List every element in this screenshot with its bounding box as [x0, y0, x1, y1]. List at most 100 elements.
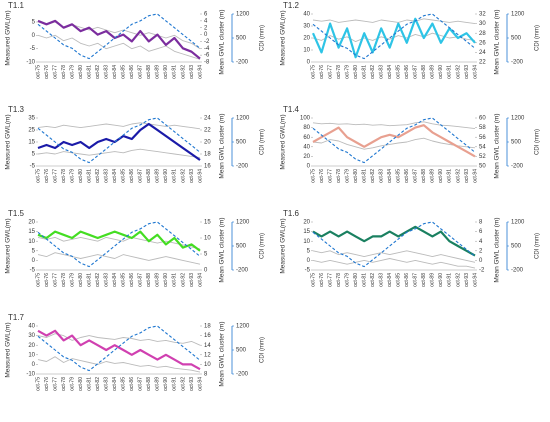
- x-tick-label: oct-92: [455, 65, 461, 79]
- y-tick-label: -5: [305, 268, 311, 274]
- x-tick-label: oct-75: [310, 65, 316, 79]
- y2-axis-label: Mean GWL cluster (m): [494, 9, 501, 74]
- measured-line: [312, 18, 476, 25]
- y-tick-label: 100: [300, 116, 311, 122]
- x-tick-label: oct-79: [344, 65, 350, 79]
- y2-tick-label: 14: [204, 343, 211, 349]
- x-tick-label: oct-89: [430, 273, 436, 287]
- y2-tick-label: -2: [204, 39, 210, 45]
- x-tick-label: oct-94: [197, 169, 203, 183]
- y-tick-label: 15: [303, 229, 310, 235]
- x-tick-label: oct-83: [379, 169, 385, 183]
- x-tick-label: oct-83: [379, 65, 385, 79]
- x-tick-label: oct-89: [430, 169, 436, 183]
- x-tick-label: oct-88: [146, 65, 152, 79]
- x-tick-label: oct-84: [112, 169, 118, 183]
- y-tick-label: 5: [32, 152, 36, 158]
- x-tick-label: oct-89: [155, 65, 161, 79]
- cdi-line: [37, 221, 201, 268]
- y-tick-label: 35: [28, 116, 35, 122]
- x-tick-label: oct-79: [69, 65, 75, 79]
- y-tick-label: 15: [28, 140, 35, 146]
- x-tick-label: oct-92: [455, 273, 461, 287]
- y2-tick-label: 60: [479, 116, 486, 122]
- measured-line: [37, 148, 201, 159]
- y-tick-label: 40: [303, 12, 310, 18]
- x-tick-label: oct-81: [361, 169, 367, 183]
- x-tick-label: oct-94: [197, 377, 203, 391]
- y-tick-label: 5: [307, 248, 311, 254]
- x-tick-label: oct-83: [104, 169, 110, 183]
- y3-tick-label: -200: [236, 164, 249, 170]
- y2-tick-label: -2: [479, 268, 485, 274]
- y-axis-label: Measured GWL(m): [280, 218, 287, 273]
- y-tick-label: 5: [32, 20, 36, 26]
- x-tick-label: oct-84: [112, 273, 118, 287]
- y-tick-label: 20: [303, 220, 310, 226]
- y2-tick-label: 58: [479, 125, 486, 131]
- x-tick-label: oct-88: [421, 65, 427, 79]
- x-tick-label: oct-80: [353, 273, 359, 287]
- y2-tick-label: 10: [204, 236, 211, 242]
- x-tick-label: oct-90: [163, 65, 169, 79]
- x-tick-label: oct-86: [129, 169, 135, 183]
- measured-line: [312, 258, 476, 269]
- x-tick-label: oct-85: [121, 65, 127, 79]
- y2-tick-label: 0: [204, 32, 208, 38]
- x-tick-label: oct-94: [472, 169, 478, 183]
- x-tick-label: oct-88: [421, 273, 427, 287]
- x-tick-label: oct-75: [35, 377, 41, 391]
- x-tick-label: oct-79: [69, 273, 75, 287]
- y3-tick-label: -200: [511, 60, 524, 66]
- y-tick-label: 20: [28, 343, 35, 349]
- y3-tick-label: 1200: [236, 324, 250, 330]
- y-axis-label: Measured GWL(m): [280, 10, 287, 65]
- y2-tick-label: 8: [479, 220, 483, 226]
- cluster-mean-line: [37, 19, 201, 60]
- x-tick-label: oct-84: [112, 65, 118, 79]
- y3-tick-label: 1200: [511, 12, 525, 18]
- x-tick-label: oct-82: [95, 377, 101, 391]
- x-tick-label: oct-77: [327, 65, 333, 79]
- x-tick-label: oct-80: [78, 377, 84, 391]
- y2-tick-label: 30: [479, 21, 486, 27]
- x-tick-label: oct-89: [430, 65, 436, 79]
- y2-tick-label: 24: [479, 50, 486, 56]
- x-tick-label: oct-82: [370, 65, 376, 79]
- x-tick-label: oct-81: [361, 65, 367, 79]
- x-tick-label: oct-88: [146, 377, 152, 391]
- y2-tick-label: 2: [204, 25, 208, 31]
- x-tick-label: oct-91: [172, 273, 178, 287]
- y-tick-label: -5: [30, 46, 36, 52]
- x-tick-label: oct-78: [61, 65, 67, 79]
- measured-line: [312, 250, 476, 263]
- x-tick-label: oct-79: [69, 377, 75, 391]
- panel-title: T1.4: [283, 105, 300, 114]
- y-tick-label: -10: [26, 372, 35, 378]
- y3-axis-label: CDI (mm): [260, 129, 266, 155]
- x-tick-label: oct-94: [197, 273, 203, 287]
- x-tick-label: oct-76: [319, 273, 325, 287]
- y2-axis-label: Mean GWL cluster (m): [219, 217, 226, 282]
- y3-tick-label: -200: [236, 60, 249, 66]
- cdi-line: [312, 221, 476, 268]
- x-tick-label: oct-78: [61, 273, 67, 287]
- x-tick-label: oct-93: [464, 65, 470, 79]
- x-tick-label: oct-78: [336, 273, 342, 287]
- y-tick-label: 0: [32, 362, 36, 368]
- y-axis-label: Measured GWL(m): [5, 218, 12, 273]
- x-tick-label: oct-93: [189, 273, 195, 287]
- y3-tick-label: 1200: [236, 116, 250, 122]
- y-tick-label: 20: [303, 154, 310, 160]
- x-tick-label: oct-79: [344, 273, 350, 287]
- x-tick-label: oct-77: [327, 273, 333, 287]
- y2-tick-label: -4: [204, 46, 210, 52]
- y2-tick-label: 16: [204, 333, 211, 339]
- x-tick-label: oct-78: [61, 169, 67, 183]
- measured-line: [37, 356, 201, 373]
- x-tick-label: oct-90: [438, 169, 444, 183]
- y2-tick-label: 26: [479, 40, 486, 46]
- measured-line: [37, 252, 201, 265]
- y-tick-label: -10: [26, 60, 35, 66]
- x-tick-label: oct-93: [464, 169, 470, 183]
